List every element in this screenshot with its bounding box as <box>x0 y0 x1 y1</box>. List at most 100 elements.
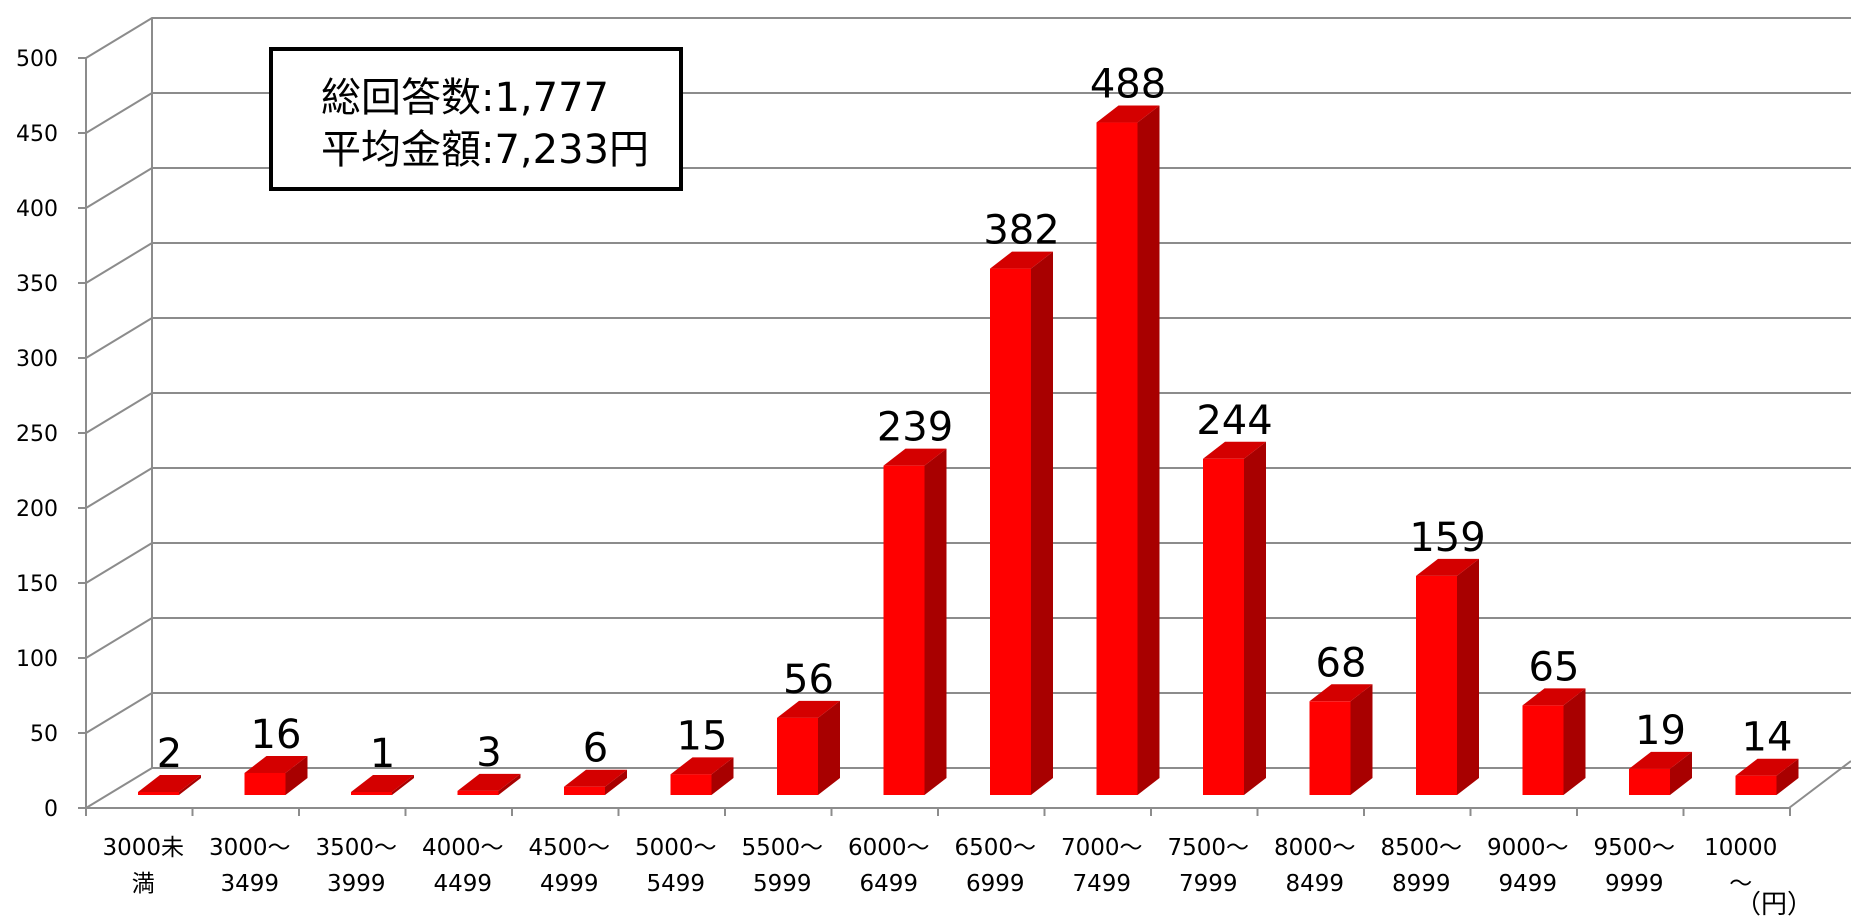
bar <box>244 755 308 795</box>
y-tick-label: 400 <box>16 197 58 222</box>
x-category-label: 8000～ 8499 <box>1274 835 1356 897</box>
bar <box>777 700 840 795</box>
data-label: 3 <box>476 730 501 776</box>
y-tick-label: 250 <box>16 422 58 447</box>
data-label: 14 <box>1742 715 1793 761</box>
data-label: 19 <box>1635 708 1686 754</box>
bar-side <box>285 755 308 795</box>
bar <box>1203 441 1266 795</box>
bar-front <box>1203 458 1244 795</box>
bar <box>564 769 627 795</box>
data-label: 15 <box>677 713 728 759</box>
bar-front <box>564 786 605 795</box>
bar-front <box>244 772 286 795</box>
bar-front <box>990 268 1031 795</box>
bar <box>670 757 734 795</box>
data-label: 382 <box>983 208 1059 254</box>
bar-side <box>1670 751 1692 795</box>
bar-front <box>1735 775 1777 795</box>
y-tick-label: 0 <box>44 797 58 822</box>
summary-box: 総回答数:1,777 平均金額:7,233円 <box>269 47 683 191</box>
bar-top <box>1522 688 1586 706</box>
data-label: 6 <box>583 726 608 772</box>
bar <box>1096 105 1160 795</box>
bar <box>457 773 521 795</box>
data-label: 56 <box>783 657 834 703</box>
bar-top <box>138 775 201 792</box>
bar-front <box>777 717 818 795</box>
x-category-label: 4500～ 4999 <box>528 835 610 897</box>
y-tick-label: 150 <box>16 572 58 597</box>
gridline <box>85 542 1851 584</box>
bar-top <box>351 775 414 792</box>
gridline <box>85 392 1851 434</box>
bar-top <box>1096 105 1160 123</box>
bar <box>1629 751 1692 795</box>
y-tick-label: 50 <box>30 722 58 747</box>
x-category-label: 3500～ 3999 <box>315 835 397 897</box>
data-label: 2 <box>157 731 182 777</box>
bar-front <box>351 792 392 795</box>
bar <box>351 775 414 795</box>
gridline <box>85 467 1851 509</box>
y-tick-label: 350 <box>16 272 58 297</box>
bar-side <box>1350 684 1373 795</box>
x-category-label: 8500～ 8999 <box>1380 835 1462 897</box>
data-label: 1 <box>370 731 395 777</box>
x-axis-category-labels: 3000未満 3000～ 3499 3500～ 3999 4000～ 4499 4500～ 49… <box>102 835 1777 897</box>
floor-edge <box>1788 760 1851 809</box>
bar-front <box>457 790 499 795</box>
bar-side <box>498 773 521 795</box>
total-responses-label: 総回答数:1,777 <box>321 75 609 121</box>
bar-side <box>924 448 947 795</box>
data-label: 488 <box>1090 62 1166 108</box>
bar <box>990 251 1053 795</box>
data-label: 159 <box>1409 515 1485 561</box>
data-labels: 2 16 1 3 6 15 56 239 382 488 244 68 159 65 19 14 <box>157 62 1793 777</box>
x-category-label: 3000未満 <box>102 835 184 897</box>
gridline <box>85 317 1851 359</box>
x-category-label: 5000～ 5499 <box>635 835 717 897</box>
x-category-label: 5500～ 5999 <box>741 835 823 897</box>
bar <box>1416 558 1479 795</box>
y-tick-label: 100 <box>16 647 58 672</box>
gridline <box>85 617 1851 659</box>
axes <box>78 18 1851 816</box>
bar-front <box>1522 705 1564 795</box>
bar <box>1735 758 1799 795</box>
x-category-label: 10000 ～ <box>1704 835 1777 897</box>
bar-top <box>564 769 627 787</box>
bar-top <box>1629 751 1692 769</box>
bar-side <box>392 775 414 795</box>
y-tick-label: 500 <box>16 47 58 72</box>
bars <box>138 105 1799 795</box>
data-label: 244 <box>1196 398 1272 444</box>
average-amount-label: 平均金額:7,233円 <box>321 127 649 173</box>
y-tick-label: 200 <box>16 497 58 522</box>
x-category-label: 3000～ 3499 <box>209 835 291 897</box>
y-tick-label: 450 <box>16 122 58 147</box>
bar-top <box>1203 441 1266 459</box>
x-category-label: 9000～ 9499 <box>1487 835 1569 897</box>
bar-front <box>670 774 712 795</box>
bar-top <box>990 251 1053 269</box>
bar-front <box>1629 768 1670 795</box>
bar <box>1309 684 1373 795</box>
x-category-label: 7000～ 7499 <box>1061 835 1143 897</box>
bar-side <box>711 757 734 795</box>
bar-front <box>883 465 925 795</box>
bar-side <box>1563 688 1586 795</box>
bar-top <box>244 755 308 773</box>
data-label: 65 <box>1529 644 1580 690</box>
data-label: 68 <box>1316 640 1367 686</box>
x-category-label: 4000～ 4499 <box>422 835 504 897</box>
gridline <box>85 767 1851 809</box>
bar-side <box>1776 758 1799 795</box>
bar-side <box>1137 105 1160 795</box>
bar-top <box>777 700 840 718</box>
bar <box>1522 688 1586 795</box>
bar-side <box>1457 558 1479 795</box>
y-tick-label: 300 <box>16 347 58 372</box>
bar-side <box>179 775 201 795</box>
